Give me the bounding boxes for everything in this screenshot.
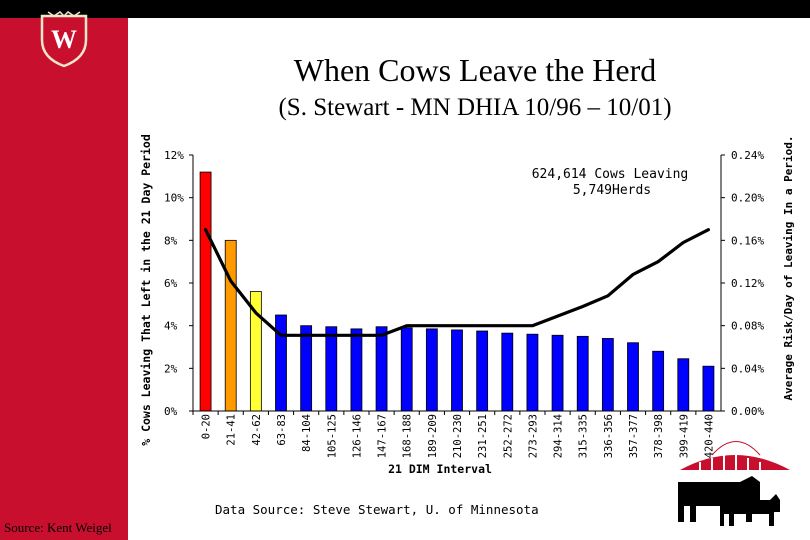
x-tick-label: 420-440 xyxy=(703,414,715,458)
bar-210-230 xyxy=(451,329,463,412)
top-band xyxy=(0,0,810,18)
bar-105-125 xyxy=(325,326,338,412)
x-tick-label: 126-146 xyxy=(351,414,363,458)
y-right-tick-label: 0.20% xyxy=(731,192,764,205)
bar-63-83 xyxy=(275,314,287,412)
bar-252-272 xyxy=(501,332,514,412)
bar-231-251 xyxy=(476,330,489,412)
x-tick-label: 252-272 xyxy=(502,414,514,458)
page-title: When Cows Leave the Herd xyxy=(293,52,657,88)
x-tick-label: 357-377 xyxy=(628,414,640,458)
x-tick-label: 147-167 xyxy=(377,414,389,458)
annotation-line-2: 5,749Herds xyxy=(573,183,651,198)
bar-273-293 xyxy=(526,333,539,412)
x-tick-label: 378-398 xyxy=(653,414,665,458)
x-tick-label: 42-62 xyxy=(251,414,263,446)
data-source-note: Data Source: Steve Stewart, U. of Minnes… xyxy=(215,502,539,517)
y-right-tick-label: 0.24% xyxy=(731,149,764,162)
y-left-tick-label: 2% xyxy=(164,362,178,375)
y-axis-left-label: % Cows Leaving That Left in the 21 Day P… xyxy=(139,134,153,446)
x-tick-label: 63-83 xyxy=(276,414,288,446)
x-tick-label: 399-419 xyxy=(678,414,690,458)
x-tick-label: 105-125 xyxy=(326,414,338,458)
x-tick-label: 315-335 xyxy=(578,414,590,458)
x-tick-label: 231-251 xyxy=(477,414,489,458)
x-tick-label: 168-188 xyxy=(402,414,414,458)
crest-letter: W xyxy=(51,25,77,54)
y-left-tick-label: 0% xyxy=(164,405,178,418)
bar-378-398 xyxy=(652,350,665,412)
x-tick-label: 294-314 xyxy=(553,414,565,458)
x-axis-label: 21 DIM Interval xyxy=(388,462,492,476)
bar-357-377 xyxy=(627,342,639,412)
bar-294-314 xyxy=(551,334,564,412)
bar-420-440 xyxy=(702,365,715,412)
bar-84-104 xyxy=(300,325,313,412)
cow-barn-graphic xyxy=(678,441,790,526)
bar-0-20 xyxy=(199,171,212,412)
y-right-tick-label: 0.00% xyxy=(731,405,764,418)
y-left-tick-label: 12% xyxy=(164,149,184,162)
bar-189-209 xyxy=(425,328,438,412)
y-right-tick-label: 0.16% xyxy=(731,234,764,247)
bar-336-356 xyxy=(601,338,614,412)
x-tick-label: 189-209 xyxy=(427,414,439,458)
x-tick-label: 21-41 xyxy=(226,414,238,446)
y-right-tick-label: 0.08% xyxy=(731,320,764,333)
bar-315-335 xyxy=(576,335,589,412)
bar-399-419 xyxy=(677,358,690,412)
content-card xyxy=(128,40,810,540)
y-right-tick-label: 0.04% xyxy=(731,362,764,375)
university-crest-logo: W xyxy=(40,11,88,68)
x-tick-label: 336-356 xyxy=(603,414,615,458)
source-credit: Source: Kent Weigel xyxy=(4,520,112,535)
y-axis-right-label: Average Risk/Day of Leaving In a Period. xyxy=(782,136,795,401)
x-tick-label: 0-20 xyxy=(201,414,213,439)
page-subtitle: (S. Stewart - MN DHIA 10/96 – 10/01) xyxy=(278,94,672,121)
bar-168-188 xyxy=(400,327,413,412)
y-left-tick-label: 10% xyxy=(164,192,184,205)
side-panel xyxy=(0,18,128,540)
x-tick-label: 210-230 xyxy=(452,414,464,458)
bar-126-146 xyxy=(350,328,363,412)
x-tick-label: 84-104 xyxy=(301,414,313,452)
risk-line xyxy=(204,228,710,337)
y-right-tick-label: 0.12% xyxy=(731,277,764,290)
y-left-tick-label: 8% xyxy=(164,234,178,247)
x-tick-label: 273-293 xyxy=(527,414,539,458)
bar-21-41 xyxy=(224,239,237,412)
annotation-line-1: 624,614 Cows Leaving xyxy=(532,167,689,182)
y-left-tick-label: 4% xyxy=(164,320,178,333)
bar-147-167 xyxy=(375,326,388,412)
y-left-tick-label: 6% xyxy=(164,277,178,290)
